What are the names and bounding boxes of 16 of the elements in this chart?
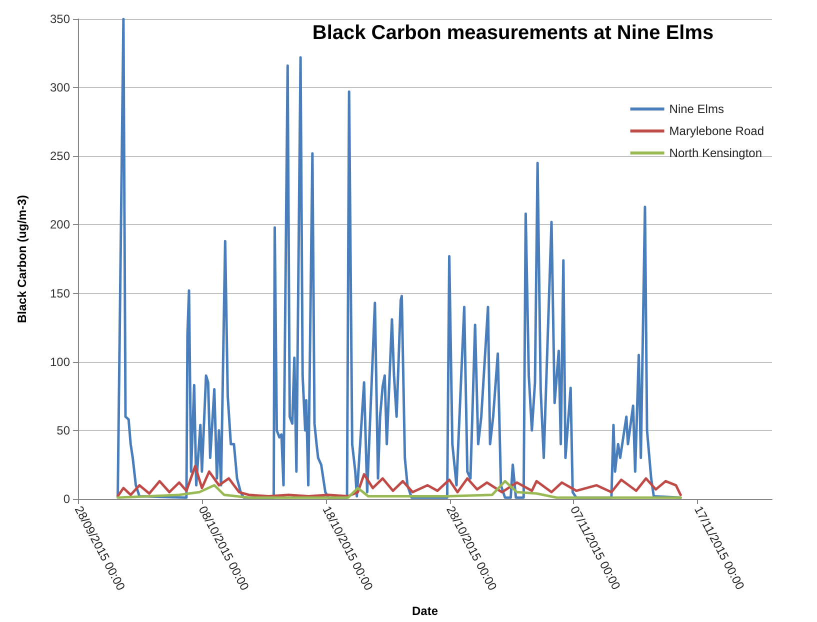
y-tick-label: 300 [50, 80, 70, 95]
y-axis-title: Black Carbon (ug/m-3) [15, 194, 29, 324]
chart-title: Black Carbon measurements at Nine Elms [312, 22, 714, 44]
legend-label: Nine Elms [669, 102, 724, 116]
y-tick-label: 150 [50, 286, 70, 300]
y-tick-label: 250 [50, 149, 70, 164]
x-axis-title: Date [412, 604, 438, 618]
line-series [116, 464, 682, 498]
legend-label: North Kensington [669, 146, 762, 160]
y-tick-label: 50 [56, 423, 70, 438]
legend-label: Marylebone Road [669, 124, 764, 138]
y-tick-label: 0 [63, 492, 70, 506]
line-series [116, 480, 682, 499]
y-tick-label: 350 [50, 12, 70, 26]
y-tick-label: 200 [50, 218, 70, 232]
y-tick-label: 100 [50, 354, 70, 369]
